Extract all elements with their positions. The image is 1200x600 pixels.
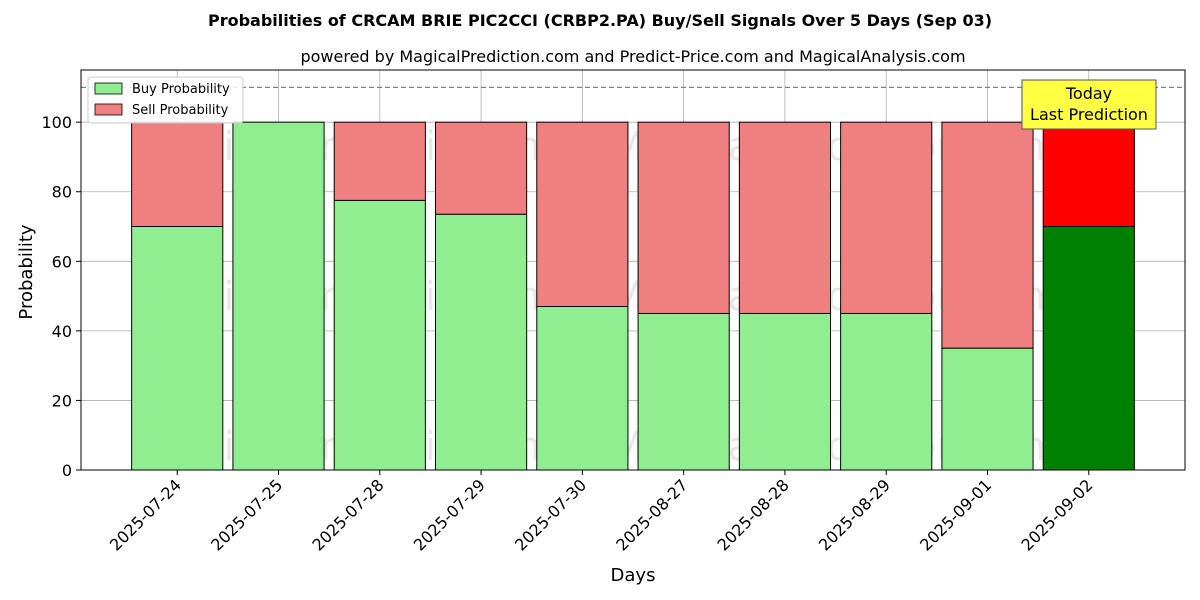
chart-title: Probabilities of CRCAM BRIE PIC2CCI (CRB… — [208, 11, 992, 30]
x-tick-label: 2025-08-27 — [612, 475, 691, 554]
y-axis-label: Probability — [16, 224, 37, 319]
y-tick-label: 100 — [41, 113, 72, 132]
y-axis: 0 20 40 60 80 100 — [41, 113, 81, 480]
y-tick-label: 0 — [62, 461, 72, 480]
x-tick-label: 2025-08-28 — [714, 475, 793, 554]
x-tick-label: 2025-07-25 — [207, 475, 286, 554]
bars — [131, 121, 1135, 471]
y-tick-label: 40 — [52, 322, 72, 341]
bar-sell — [738, 121, 832, 314]
bar-buy — [1042, 226, 1135, 471]
bar-sell — [536, 121, 629, 308]
bar-buy — [738, 312, 832, 471]
bar-sell — [637, 121, 730, 314]
legend-label-buy: Buy Probability — [132, 82, 230, 97]
legend-swatch-buy — [94, 82, 123, 95]
bar-buy — [536, 306, 629, 471]
x-tick-label: 2025-07-28 — [308, 475, 387, 554]
x-tick-label: 2025-09-02 — [1017, 475, 1096, 554]
x-axis: 2025-07-24 2025-07-25 2025-07-28 2025-07-29… — [106, 470, 1097, 555]
x-tick-label: 2025-09-01 — [916, 475, 995, 554]
legend-box — [87, 76, 244, 124]
bar-buy — [434, 213, 528, 471]
legend: Buy Probability Sell Probability — [87, 76, 244, 124]
bar-buy — [333, 199, 426, 471]
bar-sell — [131, 121, 224, 228]
x-tick-label: 2025-07-30 — [511, 475, 590, 554]
chart-subtitle: powered by MagicalPrediction.com and Pre… — [300, 47, 965, 66]
y-tick-label: 60 — [52, 252, 72, 271]
bar-buy — [941, 347, 1034, 471]
bar-sell — [1042, 121, 1135, 228]
x-axis-label: Days — [611, 565, 656, 586]
today-annotation: Today Last Prediction — [1021, 79, 1157, 130]
x-tick-label: 2025-07-29 — [410, 475, 489, 554]
bar-sell — [941, 121, 1034, 349]
y-tick-label: 20 — [52, 391, 72, 410]
bar-sell — [333, 121, 426, 201]
legend-swatch-sell — [94, 103, 123, 116]
plot-frame — [80, 69, 1186, 471]
bar-sell — [840, 121, 933, 314]
legend-label-sell: Sell Probability — [132, 103, 229, 118]
bar-buy — [840, 312, 933, 471]
bar-buy — [131, 226, 224, 471]
y-tick-label: 80 — [52, 183, 72, 202]
bar-buy — [232, 121, 325, 471]
x-tick-label: 2025-08-29 — [815, 475, 894, 554]
bar-buy — [637, 312, 730, 471]
annotation-line1: Today — [1065, 84, 1112, 103]
bar-sell — [434, 121, 528, 215]
annotation-box — [1021, 79, 1157, 130]
x-tick-label: 2025-07-24 — [106, 475, 185, 554]
annotation-line2: Last Prediction — [1030, 105, 1148, 124]
